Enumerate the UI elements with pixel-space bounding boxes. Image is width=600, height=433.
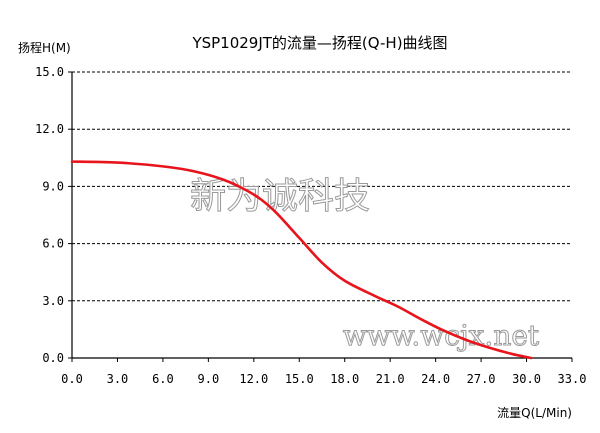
x-tick-label: 0.0 <box>61 372 83 386</box>
grid <box>72 71 572 302</box>
series-layer <box>70 160 533 360</box>
chart-title: YSP1029JT的流量—扬程(Q-H)曲线图 <box>191 34 447 52</box>
tick-labels: 0.0 3.0 6.0 9.0 12.0 15.0 0.0 3.0 6.0 9.0 12.0 15.0… <box>35 65 586 386</box>
x-tick-label: 12.0 <box>239 372 268 386</box>
x-tick-label: 24.0 <box>421 372 450 386</box>
x-axis-title: 流量Q(L/Min) <box>497 406 572 420</box>
qh-series-line <box>70 160 533 360</box>
y-tick-label: 15.0 <box>35 65 64 79</box>
x-tick-label: 30.0 <box>512 372 541 386</box>
y-axis-title: 扬程H(M) <box>18 40 71 55</box>
y-tick-label: 12.0 <box>35 122 64 136</box>
x-tick-label: 3.0 <box>107 372 129 386</box>
y-tick-label: 9.0 <box>42 179 64 193</box>
y-tick-label: 3.0 <box>42 294 64 308</box>
y-tick-label: 6.0 <box>42 237 64 251</box>
watermark-company: 新为诚科技 <box>190 176 370 217</box>
axes <box>68 71 573 362</box>
y-tick-label: 0.0 <box>42 351 64 365</box>
x-tick-label: 9.0 <box>198 372 220 386</box>
x-tick-label: 27.0 <box>467 372 496 386</box>
x-tick-label: 15.0 <box>285 372 314 386</box>
x-tick-label: 6.0 <box>152 372 174 386</box>
x-tick-label: 33.0 <box>558 372 587 386</box>
x-tick-label: 21.0 <box>376 372 405 386</box>
x-tick-label: 18.0 <box>330 372 359 386</box>
watermark-url: www.wcjx.net <box>343 319 540 352</box>
